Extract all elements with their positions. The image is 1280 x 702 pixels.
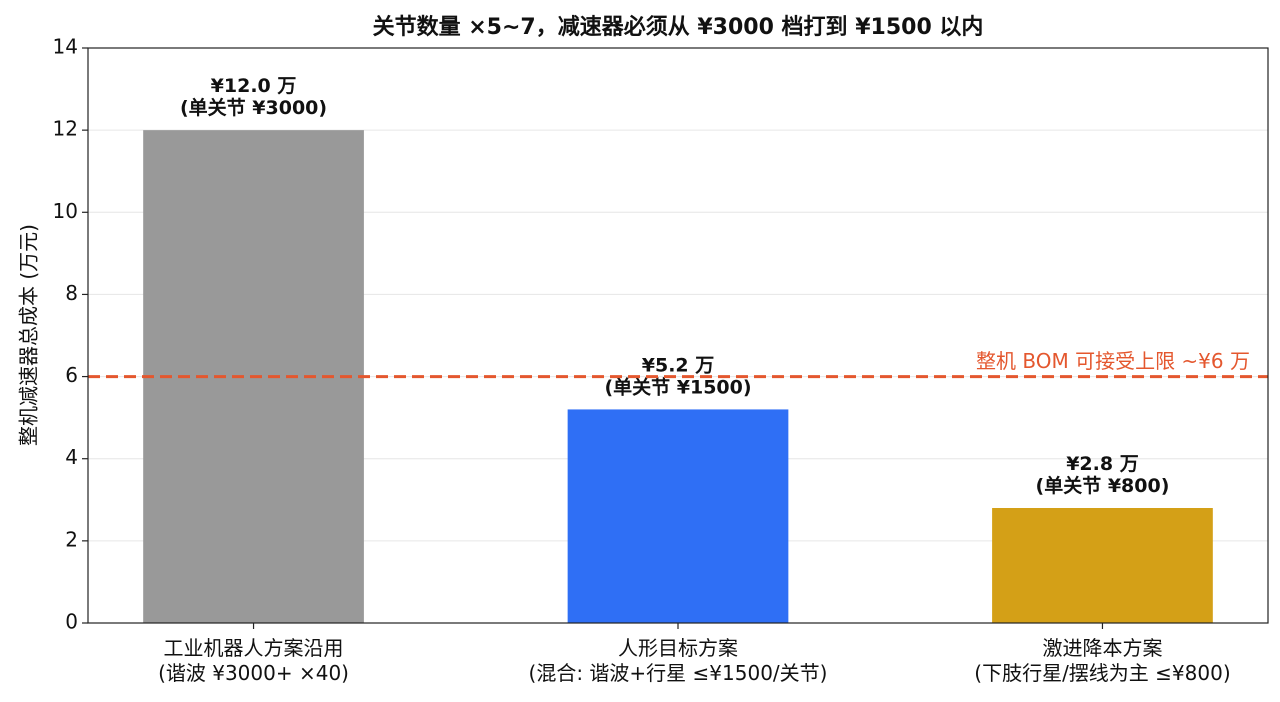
reference-label: 整机 BOM 可接受上限 ~¥6 万 bbox=[976, 349, 1250, 373]
value-label: ¥5.2 万(单关节 ¥1500) bbox=[604, 354, 751, 398]
y-tick-label: 4 bbox=[65, 445, 78, 469]
chart-title: 关节数量 ×5~7，减速器必须从 ¥3000 档打到 ¥1500 以内 bbox=[373, 14, 984, 40]
x-tick-label: 工业机器人方案沿用(谐波 ¥3000+ ×40) bbox=[158, 636, 349, 685]
x-tick-label: 人形目标方案(混合: 谐波+行星 ≤¥1500/关节) bbox=[529, 636, 828, 685]
y-tick-label: 0 bbox=[65, 610, 78, 634]
value-label: ¥2.8 万(单关节 ¥800) bbox=[1036, 453, 1170, 497]
y-tick-label: 6 bbox=[65, 363, 78, 387]
y-tick-label: 10 bbox=[53, 199, 78, 223]
y-tick-label: 14 bbox=[53, 35, 78, 59]
y-tick-label: 12 bbox=[53, 117, 78, 141]
y-tick-label: 2 bbox=[65, 527, 78, 551]
value-label: ¥12.0 万(单关节 ¥3000) bbox=[180, 75, 327, 119]
bar bbox=[992, 508, 1213, 623]
x-tick-label: 激进降本方案(下肢行星/摆线为主 ≤¥800) bbox=[974, 636, 1230, 685]
bar bbox=[567, 409, 789, 623]
y-axis-label: 整机减速器总成本 (万元) bbox=[17, 224, 41, 446]
plot-frame bbox=[87, 47, 1269, 624]
y-tick-label: 8 bbox=[65, 281, 78, 305]
